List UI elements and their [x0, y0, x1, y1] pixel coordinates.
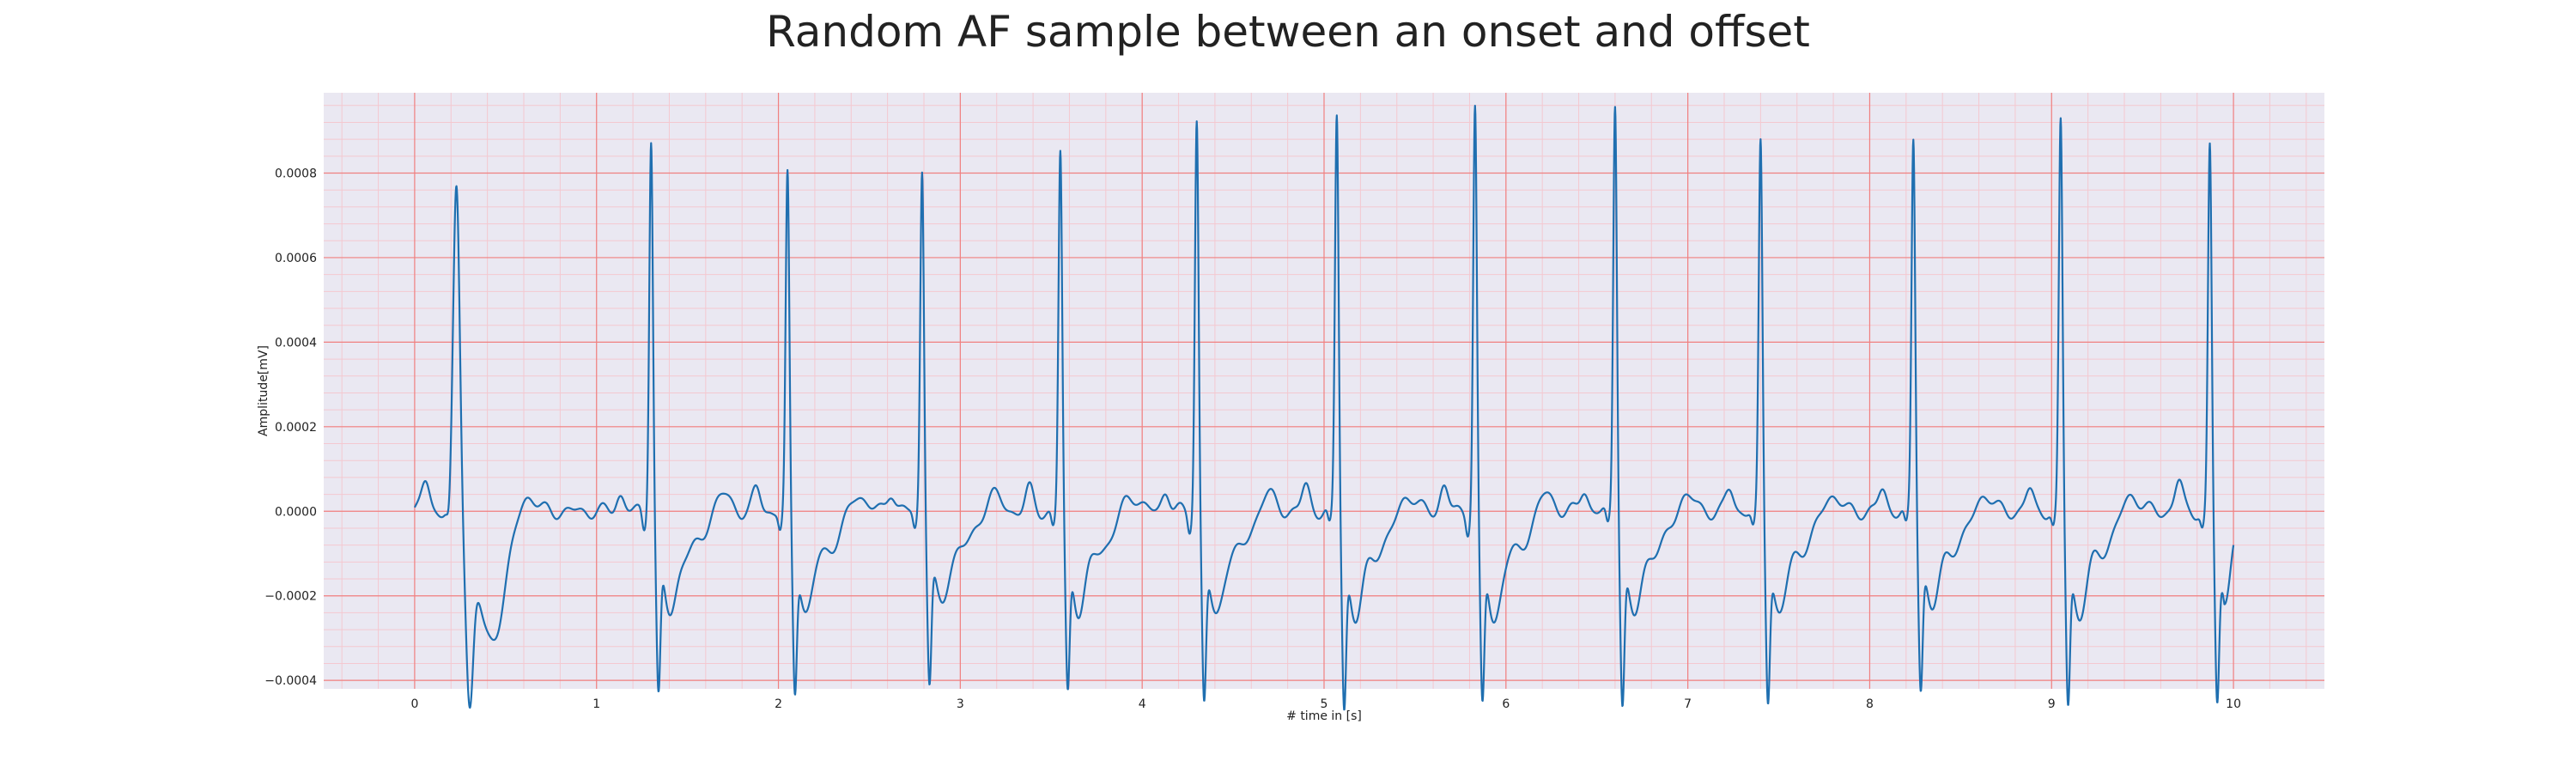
x-tick-label-3: 3 [957, 697, 964, 711]
x-tick-label-4: 4 [1139, 697, 1146, 711]
y-tick-label-0: −0.0004 [264, 674, 317, 688]
x-tick-label-5: 5 [1321, 697, 1328, 711]
y-tick-label-6: 0.0008 [275, 167, 317, 181]
y-axis-label: Amplitude[mV] [257, 345, 270, 436]
x-tick-label-0: 0 [410, 697, 418, 711]
x-axis-ticks: 0 1 2 3 4 5 6 7 8 9 10 [410, 697, 2241, 711]
x-tick-label-6: 6 [1502, 697, 1510, 711]
x-tick-label-9: 9 [2048, 697, 2056, 711]
x-tick-label-10: 10 [2226, 697, 2241, 711]
y-axis-ticks: −0.0004 −0.0002 0.0000 0.0002 0.0004 0.0006 0.… [264, 167, 317, 689]
chart-title: Random AF sample between an onset and of… [766, 7, 1810, 57]
y-tick-label-5: 0.0006 [275, 252, 317, 265]
x-tick-label-2: 2 [775, 697, 782, 711]
signal-series [413, 105, 2235, 711]
ecg-signal-line [413, 105, 2235, 711]
y-tick-label-2: 0.0000 [275, 505, 317, 519]
x-tick-label-7: 7 [1684, 697, 1692, 711]
x-tick-label-8: 8 [1866, 697, 1874, 711]
x-tick-label-1: 1 [592, 697, 600, 711]
x-axis-label: # time in [s] [1286, 709, 1362, 723]
y-tick-label-4: 0.0004 [275, 336, 317, 350]
y-tick-label-1: −0.0002 [264, 590, 317, 604]
y-tick-label-3: 0.0002 [275, 421, 317, 435]
